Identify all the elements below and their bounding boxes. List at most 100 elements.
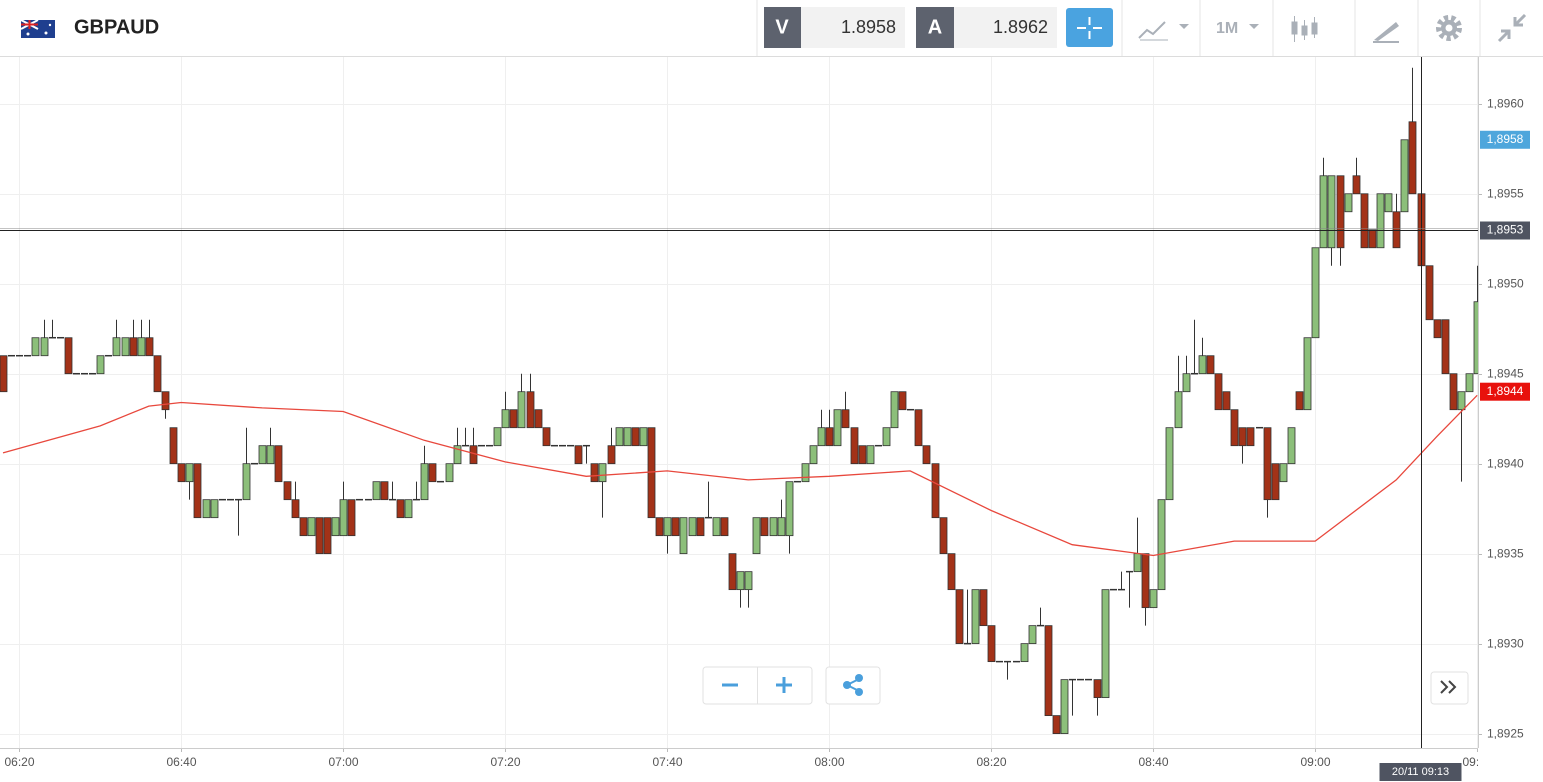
y-tick-label: 1,8960 (1487, 97, 1524, 111)
candle-body (1165, 427, 1174, 501)
candle-body (1174, 391, 1183, 429)
collapse-button[interactable] (1497, 13, 1527, 43)
candle-body (841, 409, 850, 429)
candle-body (1263, 427, 1272, 501)
candle-body (914, 409, 923, 447)
symbol: GBPAUD (74, 16, 159, 38)
candle-body (177, 463, 186, 483)
y-tick-label: 1,8945 (1487, 367, 1524, 381)
candle-body (299, 517, 308, 537)
candle-body (331, 517, 340, 537)
x-tick-label: 08:00 (814, 755, 844, 769)
candle-body (40, 337, 49, 357)
timeframe-caret[interactable] (1249, 24, 1259, 29)
share-button[interactable] (825, 666, 881, 705)
candle-body (931, 463, 940, 519)
candle-body (712, 517, 721, 537)
candle-body (274, 445, 283, 483)
x-tick-label: 06:20 (4, 755, 34, 769)
candle-body (979, 589, 988, 627)
candle-body (445, 463, 454, 483)
candle-body (1149, 589, 1158, 609)
candle-body (453, 445, 462, 465)
candle-body (145, 337, 154, 357)
candle-body (96, 355, 105, 375)
candle-body (291, 499, 300, 519)
bid-price[interactable]: 1.8958 (841, 17, 896, 37)
candle-body (347, 499, 356, 537)
price-tag-box (1480, 382, 1530, 401)
crosshair-price: 1,8953 (1487, 223, 1524, 237)
candle-body (169, 427, 178, 465)
ask-label[interactable]: A (928, 16, 942, 38)
candle-body (898, 391, 907, 411)
candle-body (1279, 463, 1288, 483)
candle-body (307, 517, 316, 537)
candle-body (534, 409, 543, 429)
candle-body (202, 499, 211, 519)
candle-body (0, 355, 8, 393)
x-tick-labels: 06:20 06:40 07:00 07:20 07:40 08:00 08:20 08:40… (4, 755, 1492, 769)
timeframe[interactable]: 1M (1216, 20, 1238, 37)
candle-body (615, 427, 624, 447)
candle-body (631, 427, 640, 447)
candle-body (339, 499, 348, 537)
ask-box[interactable] (954, 7, 1057, 48)
y-tick-label: 1,8925 (1487, 727, 1524, 741)
candle-body (671, 517, 680, 537)
crosshair-price-box (1480, 221, 1530, 240)
ask-price[interactable]: 1.8962 (993, 17, 1048, 37)
plot (0, 67, 1478, 735)
candle-body (1157, 499, 1166, 591)
candle-body (1360, 193, 1369, 249)
candle-body (121, 337, 130, 357)
draw-tool-button[interactable] (1373, 22, 1399, 43)
candle-body (1101, 589, 1110, 699)
candle-body (858, 445, 867, 465)
candle-body (112, 337, 121, 357)
candle-body (769, 517, 778, 537)
candle-body (1311, 247, 1320, 339)
candle-body (1246, 427, 1255, 447)
candle-body (1044, 625, 1053, 717)
candle-body (590, 463, 599, 483)
zoom-in[interactable] (776, 677, 792, 693)
flag (20, 19, 55, 38)
bid-label-box[interactable] (764, 7, 801, 48)
crosshair-date-box (1379, 763, 1462, 781)
candle-body (1392, 211, 1401, 249)
bid-box[interactable] (801, 7, 905, 48)
candle-body (971, 589, 980, 645)
settings-button[interactable] (1436, 15, 1462, 41)
candle-body (323, 517, 332, 555)
chart-type-button[interactable] (1138, 21, 1189, 41)
candle-body (655, 517, 664, 537)
candle-body (1222, 391, 1231, 411)
candle-body (420, 463, 429, 501)
candle-body (1336, 175, 1345, 249)
candle-body (1206, 355, 1215, 375)
crosshair-button[interactable] (1066, 8, 1113, 47)
candle-body (315, 517, 324, 555)
candle-body (720, 517, 729, 537)
y-tick-label: 1,8935 (1487, 547, 1524, 561)
candle-body (574, 445, 583, 465)
x-tick-label: 09:20 (1462, 755, 1492, 769)
candle-body (517, 391, 526, 429)
candle-body (542, 427, 551, 447)
candle-style-button[interactable] (1291, 16, 1318, 42)
candle-body (372, 481, 381, 501)
candle-body (825, 427, 834, 447)
candle-body (1214, 373, 1223, 411)
candle-body (850, 427, 859, 465)
x-tick-label: 06:40 (166, 755, 196, 769)
x-tick-label: 09:00 (1300, 755, 1330, 769)
bid-label[interactable]: V (775, 16, 789, 38)
candle-body (744, 571, 753, 591)
scroll-latest-button[interactable] (1430, 671, 1469, 705)
candle-body (679, 517, 688, 555)
ask-label-box[interactable] (916, 7, 954, 48)
candle-body (1457, 391, 1466, 411)
y-tick-label: 1,8940 (1487, 457, 1524, 471)
candle-body (1052, 715, 1061, 735)
